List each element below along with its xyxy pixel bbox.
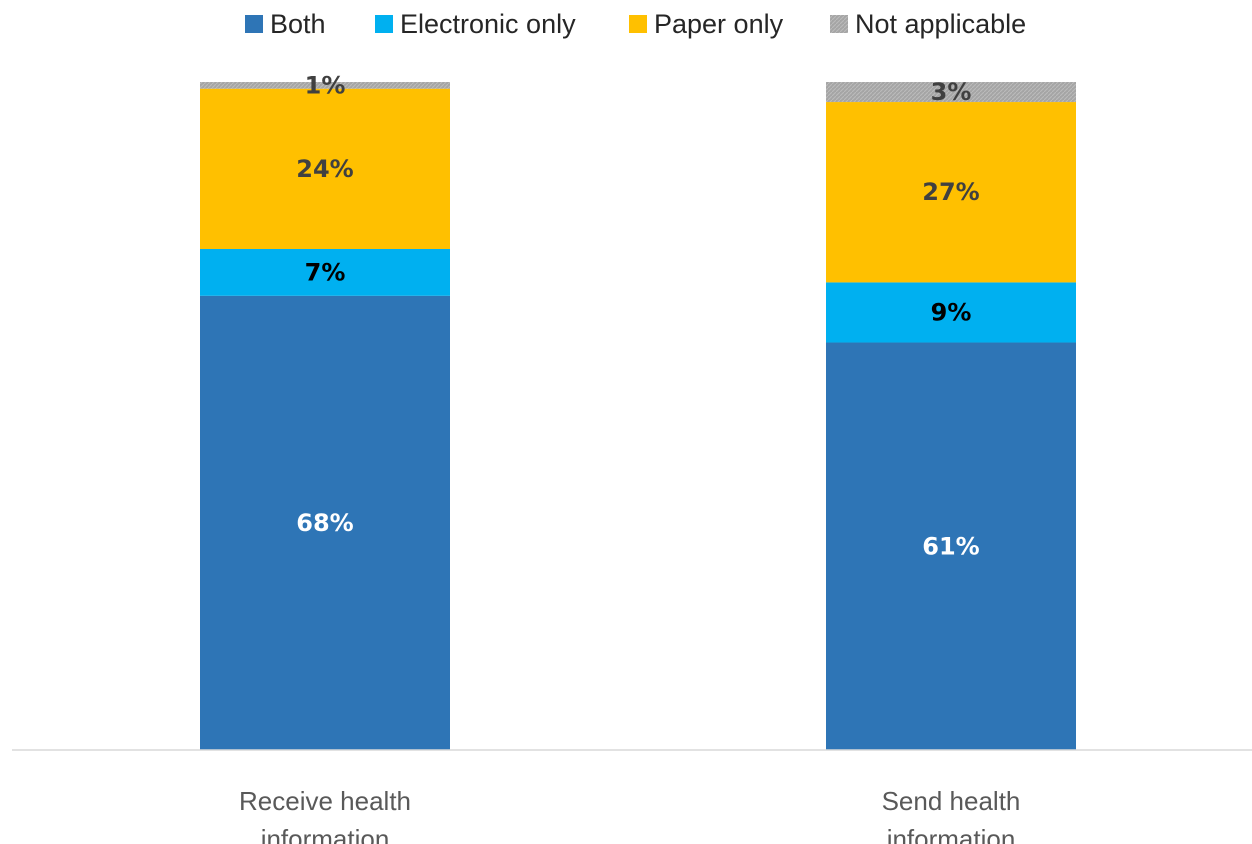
data-label-not-applicable-1: 1% (305, 71, 346, 99)
legend-label-electronic-only: Electronic only (400, 9, 576, 39)
data-label-paper-only-2: 27% (922, 178, 979, 206)
category-label-2-line-2: information (887, 824, 1016, 844)
bar-segment-both-2 (826, 342, 1076, 750)
category-label-1-line-1: Receive health (239, 786, 411, 816)
legend-swatch-both (245, 15, 263, 33)
bar-segment-paper-only-1 (200, 88, 450, 250)
chart-data-labels: 68% 7% 24% 1% 61% 9% 27% 3% (296, 71, 979, 560)
chart-legend: Both Electronic only Paper only Not applica… (245, 9, 1026, 39)
category-label-2-line-1: Send health (882, 786, 1021, 816)
data-label-electronic-only-2: 9% (931, 298, 972, 326)
legend-label-not-applicable: Not applicable (855, 9, 1026, 39)
bar-segment-electronic-only-2 (826, 282, 1076, 343)
legend-swatch-not-applicable (830, 15, 848, 33)
legend-item-both: Both (245, 9, 326, 39)
bar-segment-electronic-only-1 (200, 249, 450, 296)
bar-segment-paper-only-2 (826, 102, 1076, 283)
data-label-paper-only-1: 24% (296, 155, 353, 183)
legend-item-electronic-only: Electronic only (375, 9, 576, 39)
x-axis-category-labels: Receive health information Send health info… (239, 786, 1020, 844)
chart-bars (200, 82, 1076, 750)
bar-segment-both-1 (200, 295, 450, 750)
data-label-electronic-only-1: 7% (305, 258, 346, 286)
legend-swatch-paper-only (629, 15, 647, 33)
legend-item-not-applicable: Not applicable (830, 9, 1026, 39)
legend-label-both: Both (270, 9, 326, 39)
bar-segment-not-applicable-1 (200, 82, 450, 89)
data-label-both-1: 68% (296, 509, 353, 537)
data-label-not-applicable-2: 3% (931, 78, 972, 106)
data-label-both-2: 61% (922, 532, 979, 560)
bar-segment-not-applicable-2 (826, 82, 1076, 103)
legend-swatch-electronic-only (375, 15, 393, 33)
legend-label-paper-only: Paper only (654, 9, 784, 39)
category-label-1-line-2: information (261, 824, 390, 844)
legend-item-paper-only: Paper only (629, 9, 784, 39)
